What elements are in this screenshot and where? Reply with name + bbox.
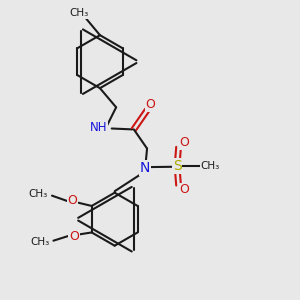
Text: O: O [179, 136, 189, 149]
Text: O: O [69, 230, 79, 243]
Text: CH₃: CH₃ [70, 8, 89, 18]
Text: CH₃: CH₃ [28, 189, 48, 199]
Text: N: N [140, 161, 150, 175]
Text: CH₃: CH₃ [30, 237, 50, 247]
Text: CH₃: CH₃ [200, 161, 220, 171]
Text: S: S [173, 159, 182, 173]
Text: O: O [68, 194, 77, 207]
Text: O: O [179, 183, 189, 196]
Text: O: O [146, 98, 155, 111]
Text: NH: NH [90, 122, 107, 134]
